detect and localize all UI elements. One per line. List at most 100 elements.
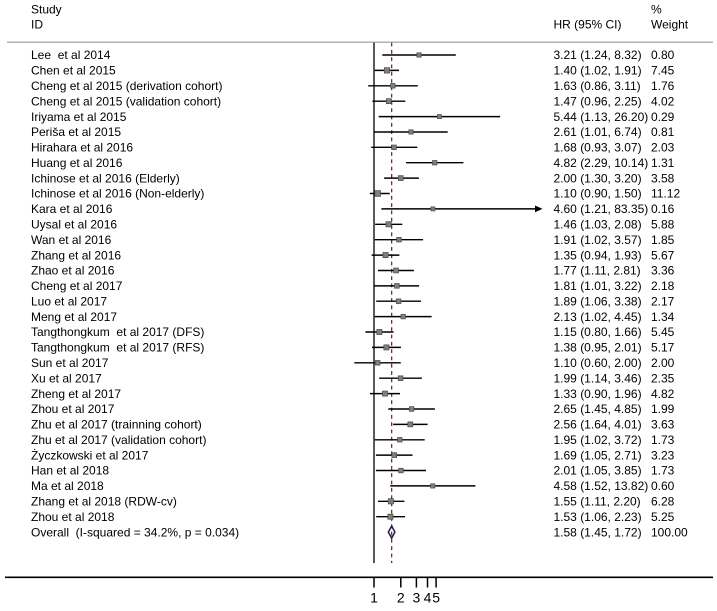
svg-text:3.23: 3.23	[651, 448, 675, 462]
svg-text:2.18: 2.18	[651, 279, 675, 293]
svg-text:Ma et al 2018: Ma et al 2018	[31, 479, 104, 493]
svg-text:2.35: 2.35	[651, 371, 675, 385]
svg-text:1.73: 1.73	[651, 464, 675, 478]
svg-text:1.89 (1.06, 3.38): 1.89 (1.06, 3.38)	[554, 294, 642, 308]
svg-text:%: %	[651, 3, 662, 17]
svg-text:1.58 (1.45, 1.72): 1.58 (1.45, 1.72)	[554, 525, 642, 539]
svg-text:Zhou et al 2018: Zhou et al 2018	[31, 510, 115, 524]
svg-text:5.67: 5.67	[651, 248, 675, 262]
svg-text:Meng et al 2017: Meng et al 2017	[31, 310, 117, 324]
svg-text:Luo et al 2017: Luo et al 2017	[31, 294, 107, 308]
svg-text:5.45: 5.45	[651, 325, 675, 339]
svg-text:2.17: 2.17	[651, 294, 675, 308]
svg-text:1.46 (1.03, 2.08): 1.46 (1.03, 2.08)	[554, 218, 642, 232]
svg-text:Zhang et al 2018 (RDW-cv): Zhang et al 2018 (RDW-cv)	[31, 495, 177, 509]
svg-text:2.65 (1.45, 4.85): 2.65 (1.45, 4.85)	[554, 402, 642, 416]
svg-text:HR (95% CI): HR (95% CI)	[554, 17, 622, 31]
svg-text:Cheng et al 2015 (derivation c: Cheng et al 2015 (derivation cohort)	[31, 79, 222, 93]
svg-text:5.17: 5.17	[651, 341, 675, 355]
svg-text:7.45: 7.45	[651, 64, 675, 78]
svg-text:3.21 (1.24, 8.32): 3.21 (1.24, 8.32)	[554, 48, 642, 62]
svg-text:1.68 (0.93, 3.07): 1.68 (0.93, 3.07)	[554, 141, 642, 155]
svg-text:1.85: 1.85	[651, 233, 675, 247]
svg-text:1.10 (0.60, 2.00): 1.10 (0.60, 2.00)	[554, 356, 642, 370]
svg-text:2.03: 2.03	[651, 141, 675, 155]
svg-text:1.10 (0.90, 1.50): 1.10 (0.90, 1.50)	[554, 187, 642, 201]
svg-text:Hirahara et al 2016: Hirahara et al 2016	[31, 141, 133, 155]
svg-text:Ichinose et al 2016 (Elderly): Ichinose et al 2016 (Elderly)	[31, 171, 180, 185]
svg-text:Kara et al 2016: Kara et al 2016	[31, 202, 113, 216]
svg-text:Życzkowski et al 2017: Życzkowski et al 2017	[31, 448, 149, 462]
svg-text:Ichinose et al 2016 (Non-elder: Ichinose et al 2016 (Non-elderly)	[31, 187, 204, 201]
svg-text:1.35 (0.94, 1.93): 1.35 (0.94, 1.93)	[554, 248, 642, 262]
svg-text:0.60: 0.60	[651, 479, 675, 493]
svg-text:1.99: 1.99	[651, 402, 675, 416]
svg-text:Chen et al 2015: Chen et al 2015	[31, 64, 116, 78]
svg-text:2.56 (1.64, 4.01): 2.56 (1.64, 4.01)	[554, 418, 642, 432]
svg-text:Tangthongkum et al 2017 (RFS): Tangthongkum et al 2017 (RFS)	[31, 341, 204, 355]
svg-text:4.58 (1.52, 13.82): 4.58 (1.52, 13.82)	[554, 479, 649, 493]
svg-text:3.36: 3.36	[651, 264, 675, 278]
svg-text:1.38 (0.95, 2.01): 1.38 (0.95, 2.01)	[554, 341, 642, 355]
svg-text:2.00: 2.00	[651, 356, 675, 370]
svg-text:Study: Study	[31, 3, 62, 17]
svg-text:1.15 (0.80, 1.66): 1.15 (0.80, 1.66)	[554, 325, 642, 339]
svg-text:5.44 (1.13, 26.20): 5.44 (1.13, 26.20)	[554, 110, 649, 124]
svg-text:2.00 (1.30, 3.20): 2.00 (1.30, 3.20)	[554, 171, 642, 185]
svg-text:Zhou et al 2017: Zhou et al 2017	[31, 402, 115, 416]
svg-text:100.00: 100.00	[651, 525, 688, 539]
svg-text:1: 1	[370, 590, 378, 606]
svg-text:4: 4	[424, 590, 432, 606]
svg-text:Cheng et al 2017: Cheng et al 2017	[31, 279, 123, 293]
svg-text:Lee et al 2014: Lee et al 2014	[31, 48, 111, 62]
svg-text:2.01 (1.05, 3.85): 2.01 (1.05, 3.85)	[554, 464, 642, 478]
svg-text:5: 5	[432, 590, 440, 606]
svg-text:1.47 (0.96, 2.25): 1.47 (0.96, 2.25)	[554, 94, 642, 108]
svg-text:1.76: 1.76	[651, 79, 675, 93]
svg-text:Han et al 2018: Han et al 2018	[31, 464, 109, 478]
svg-text:Zhang et al 2016: Zhang et al 2016	[31, 248, 121, 262]
svg-text:Weight: Weight	[651, 17, 689, 31]
svg-text:2.13 (1.02, 4.45): 2.13 (1.02, 4.45)	[554, 310, 642, 324]
svg-text:3.63: 3.63	[651, 418, 675, 432]
svg-text:3.58: 3.58	[651, 171, 675, 185]
svg-text:1.63 (0.86, 3.11): 1.63 (0.86, 3.11)	[554, 79, 641, 93]
svg-text:Zhu et al 2017 (trainning coho: Zhu et al 2017 (trainning cohort)	[31, 418, 202, 432]
svg-text:1.40 (1.02, 1.91): 1.40 (1.02, 1.91)	[554, 64, 642, 78]
svg-text:1.33 (0.90, 1.96): 1.33 (0.90, 1.96)	[554, 387, 642, 401]
svg-text:0.16: 0.16	[651, 202, 675, 216]
svg-text:Uysal et al 2016: Uysal et al 2016	[31, 218, 117, 232]
svg-text:ID: ID	[31, 17, 43, 31]
svg-text:Sun et al 2017: Sun et al 2017	[31, 356, 109, 370]
svg-text:5.25: 5.25	[651, 510, 675, 524]
svg-text:1.53 (1.06, 2.23): 1.53 (1.06, 2.23)	[554, 510, 642, 524]
svg-text:4.82 (2.29, 10.14): 4.82 (2.29, 10.14)	[554, 156, 649, 170]
svg-text:1.73: 1.73	[651, 433, 675, 447]
svg-text:Zhao et al 2016: Zhao et al 2016	[31, 264, 115, 278]
svg-text:Tangthongkum et al 2017 (DFS): Tangthongkum et al 2017 (DFS)	[31, 325, 204, 339]
svg-text:Overall (I-squared = 34.2%, p: Overall (I-squared = 34.2%, p = 0.034)	[31, 525, 239, 539]
svg-text:0.81: 0.81	[651, 125, 675, 139]
svg-text:1.31: 1.31	[651, 156, 675, 170]
svg-text:0.29: 0.29	[651, 110, 675, 124]
svg-text:Xu et al 2017: Xu et al 2017	[31, 371, 102, 385]
svg-text:1.77 (1.11, 2.81): 1.77 (1.11, 2.81)	[554, 264, 641, 278]
svg-text:3: 3	[413, 590, 421, 606]
svg-text:Huang et al 2016: Huang et al 2016	[31, 156, 123, 170]
svg-text:Iriyama et al 2015: Iriyama et al 2015	[31, 110, 127, 124]
svg-text:4.60 (1.21, 83.35): 4.60 (1.21, 83.35)	[554, 202, 649, 216]
svg-text:1.81 (1.01, 3.22): 1.81 (1.01, 3.22)	[554, 279, 642, 293]
svg-text:Zheng et al 2017: Zheng et al 2017	[31, 387, 121, 401]
svg-text:Cheng et al 2015 (validation c: Cheng et al 2015 (validation cohort)	[31, 94, 221, 108]
svg-text:Wan et al 2016: Wan et al 2016	[31, 233, 112, 247]
svg-text:1.99 (1.14, 3.46): 1.99 (1.14, 3.46)	[554, 371, 642, 385]
svg-text:Zhu et al 2017 (validation coh: Zhu et al 2017 (validation cohort)	[31, 433, 206, 447]
svg-text:0.80: 0.80	[651, 48, 675, 62]
svg-text:1.55 (1.11, 2.20): 1.55 (1.11, 2.20)	[554, 495, 641, 509]
svg-text:1.95 (1.02, 3.72): 1.95 (1.02, 3.72)	[554, 433, 642, 447]
svg-text:1.91 (1.02, 3.57): 1.91 (1.02, 3.57)	[554, 233, 642, 247]
svg-text:6.28: 6.28	[651, 495, 675, 509]
svg-text:4.82: 4.82	[651, 387, 675, 401]
svg-text:2: 2	[397, 590, 405, 606]
svg-text:1.69 (1.05, 2.71): 1.69 (1.05, 2.71)	[554, 448, 642, 462]
